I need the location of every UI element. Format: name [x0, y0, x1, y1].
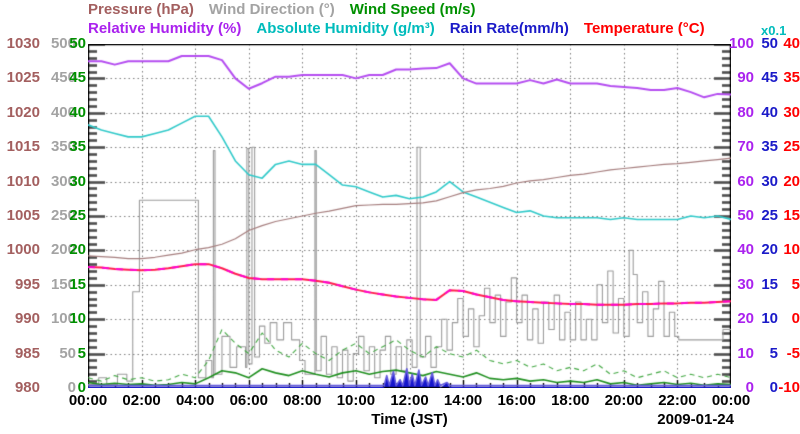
y-tick-pressure: 1005 — [6, 207, 40, 224]
y-tick-relative_humidity: 10 — [737, 344, 754, 362]
y-tick-wind_direction: 400 — [50, 103, 76, 121]
y-tick-wind_direction: 350 — [50, 138, 76, 156]
y-tick-wind_speed: 40 — [69, 103, 86, 121]
y-tick-temperature: 10 — [783, 241, 800, 259]
y-tick-temperature: 20 — [783, 172, 800, 190]
legend-row-1: Pressure (hPa) Wind Direction (°) Wind Spe… — [88, 1, 490, 19]
y-tick-relative_humidity: 60 — [737, 172, 754, 190]
y-tick-pressure: 1000 — [6, 241, 40, 259]
x-tick-label: 10:00 — [336, 392, 376, 409]
y-tick-wind_direction: 300 — [50, 172, 76, 190]
y-tick-relative_humidity: 80 — [737, 103, 754, 121]
y-tick-wind_speed: 5 — [77, 344, 86, 362]
x-tick-label: 12:00 — [390, 392, 429, 409]
y-tick-temperature: 0 — [791, 310, 800, 328]
y-tick-pressure: 995 — [14, 275, 40, 293]
y-tick-relative_humidity: 100 — [728, 35, 754, 52]
y-tick-relative_humidity: 40 — [737, 241, 754, 259]
y-tick-rain_rate: 10 — [761, 310, 778, 328]
legend-row-2: Relative Humidity (%) Absolute Humidity (… — [88, 20, 720, 38]
y-tick-wind_direction: 500 — [50, 35, 76, 52]
y-tick-wind_direction: 250 — [50, 207, 76, 224]
y-tick-wind_speed: 15 — [69, 275, 86, 293]
y-tick-rain_rate: 25 — [761, 207, 778, 224]
y-tick-wind_speed: 0 — [77, 379, 86, 396]
y-tick-wind_speed: 45 — [69, 69, 86, 87]
y-tick-rain_rate: 45 — [761, 69, 778, 87]
y-tick-rain_rate: 20 — [761, 241, 778, 259]
legend-item-pressure: Pressure (hPa) — [88, 1, 194, 18]
y-tick-pressure: 1010 — [6, 172, 40, 190]
x-tick-label: 04:00 — [175, 392, 215, 409]
y-tick-temperature: 35 — [783, 69, 800, 87]
y-tick-temperature: 30 — [783, 103, 800, 121]
x-tick-label: 02:00 — [122, 392, 161, 409]
legend-item-relative-humidity: Relative Humidity (%) — [88, 20, 242, 37]
y-tick-relative_humidity: 50 — [737, 207, 754, 224]
x-tick-label: 20:00 — [604, 392, 644, 409]
y-tick-pressure: 1025 — [6, 69, 40, 87]
x-tick-label: 00:00 — [711, 392, 751, 409]
y-tick-relative_humidity: 90 — [737, 69, 754, 87]
y-tick-pressure: 1020 — [6, 103, 40, 121]
x-tick-label: 00:00 — [68, 392, 108, 409]
y-tick-wind_direction: 50 — [59, 344, 76, 362]
y-tick-wind_direction: 0 — [67, 379, 76, 396]
y-tick-rain_rate: 15 — [761, 275, 778, 293]
y-tick-temperature: 5 — [791, 275, 800, 293]
y-tick-rain_rate: 5 — [769, 344, 778, 362]
legend-item-absolute-humidity: Absolute Humidity (g/m³) — [256, 20, 435, 37]
x-tick-label: 08:00 — [283, 392, 322, 409]
y-tick-rain_rate: 35 — [761, 138, 778, 156]
x-tick-label: 22:00 — [658, 392, 697, 409]
y-tick-relative_humidity: 20 — [737, 310, 754, 328]
y-tick-pressure: 990 — [14, 310, 40, 328]
y-tick-rain_rate: 0 — [769, 379, 778, 396]
y-tick-rain_rate: 40 — [761, 103, 778, 121]
y-tick-wind_direction: 150 — [50, 275, 76, 293]
y-tick-wind_speed: 25 — [69, 207, 86, 224]
y-tick-wind_direction: 450 — [50, 69, 76, 87]
chart-canvas — [88, 44, 731, 388]
x-tick-label: 16:00 — [497, 392, 536, 409]
y-tick-relative_humidity: 70 — [737, 138, 754, 156]
x-tick-label: 18:00 — [551, 392, 590, 409]
y-tick-rain_rate: 30 — [761, 172, 778, 190]
date-label: 2009-01-24 — [657, 411, 734, 428]
y-tick-rain_rate: 50 — [761, 35, 778, 52]
legend-item-wind-speed: Wind Speed (m/s) — [349, 1, 476, 18]
y-tick-pressure: 1015 — [6, 138, 40, 156]
y-tick-temperature: -10 — [778, 379, 800, 396]
axis-multiplier-note: x0.1 — [761, 23, 787, 38]
y-tick-temperature: 40 — [783, 35, 800, 52]
y-tick-relative_humidity: 30 — [737, 275, 754, 293]
y-tick-relative_humidity: 0 — [745, 379, 754, 396]
y-tick-temperature: -5 — [786, 344, 800, 362]
y-tick-wind_speed: 20 — [69, 241, 86, 259]
y-tick-wind_direction: 100 — [50, 310, 76, 328]
legend-item-wind-direction: Wind Direction (°) — [208, 1, 335, 18]
y-tick-wind_speed: 30 — [69, 172, 86, 190]
x-axis-title: Time (JST) — [371, 411, 448, 428]
legend-item-temperature: Temperature (°C) — [583, 20, 705, 37]
y-tick-wind_speed: 50 — [69, 35, 86, 52]
y-tick-wind_speed: 10 — [69, 310, 86, 328]
y-tick-temperature: 15 — [783, 207, 800, 224]
y-tick-pressure: 985 — [14, 344, 40, 362]
x-tick-label: 14:00 — [443, 392, 483, 409]
y-tick-pressure: 980 — [14, 379, 40, 396]
y-tick-wind_direction: 200 — [50, 241, 76, 259]
y-tick-wind_speed: 35 — [69, 138, 86, 156]
legend-item-rain-rate: Rain Rate(mm/h) — [449, 20, 569, 37]
y-tick-pressure: 1030 — [6, 35, 40, 52]
x-tick-label: 06:00 — [229, 392, 268, 409]
y-tick-temperature: 25 — [783, 138, 800, 156]
plot-area — [88, 44, 731, 388]
